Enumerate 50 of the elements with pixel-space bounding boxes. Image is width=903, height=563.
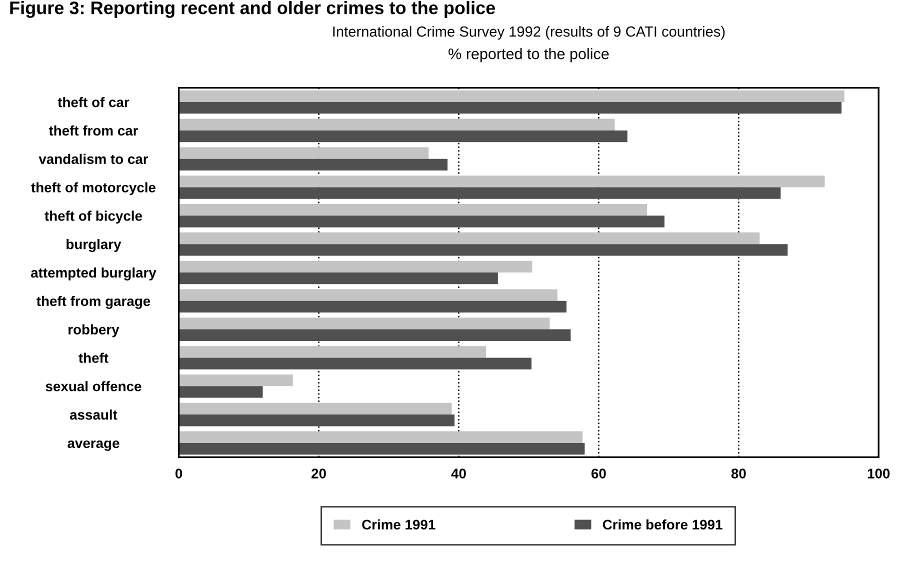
bar	[178, 414, 455, 426]
bar	[178, 118, 615, 130]
bar	[178, 318, 550, 330]
legend-label: Crime before 1991	[602, 519, 722, 530]
bar	[178, 187, 781, 199]
y-tick-label: theft from car	[48, 125, 138, 136]
bar	[178, 329, 571, 341]
y-tick-label: burglary	[66, 239, 122, 252]
bar	[178, 289, 558, 301]
x-tick-label: 0	[175, 468, 182, 478]
bar	[178, 130, 628, 142]
y-tick-label: attempted burglary	[30, 267, 156, 280]
bar	[178, 216, 664, 228]
bar	[178, 147, 429, 159]
x-tick-label: 80	[731, 468, 746, 478]
bar	[178, 386, 263, 398]
bar	[178, 300, 566, 313]
x-tick-label: 60	[591, 468, 606, 478]
bar	[178, 402, 452, 415]
y-tick-label: sexual offence	[46, 381, 142, 392]
bar	[178, 272, 498, 284]
y-tick-label: robbery	[68, 324, 120, 338]
bar	[178, 374, 293, 386]
bar	[178, 90, 844, 102]
chart-subtitle: % reported to the police	[448, 48, 609, 62]
bar	[178, 442, 585, 455]
bar	[178, 244, 788, 256]
bar	[178, 232, 760, 244]
y-tick-label: theft	[78, 352, 108, 363]
x-tick-label: 40	[451, 468, 466, 478]
bar	[178, 158, 448, 170]
caption: Figure 3: Reporting recent and older crimes to the police	[10, 0, 495, 18]
y-tick-label: theft of motorcycle	[31, 182, 156, 196]
bar	[178, 102, 842, 114]
y-tick-label: theft of car	[58, 97, 130, 108]
y-tick-label: average	[68, 440, 120, 451]
x-tick-label: 20	[312, 468, 326, 478]
y-tick-label: theft of bicycle	[44, 210, 142, 224]
bar	[178, 260, 532, 272]
y-tick-label: theft from garage	[36, 296, 150, 309]
bar	[178, 358, 532, 370]
bar	[178, 346, 486, 358]
legend-label: Crime 1991	[362, 519, 436, 530]
bar	[178, 204, 647, 216]
chart-title: International Crime Survey 1992 (results of 9 CATI countries)	[333, 26, 725, 40]
x-tick-label: 100	[868, 468, 890, 478]
bar	[178, 431, 583, 443]
y-tick-label: vandalism to car	[38, 154, 148, 164]
y-tick-label: assault	[70, 410, 118, 420]
bar	[178, 176, 825, 188]
